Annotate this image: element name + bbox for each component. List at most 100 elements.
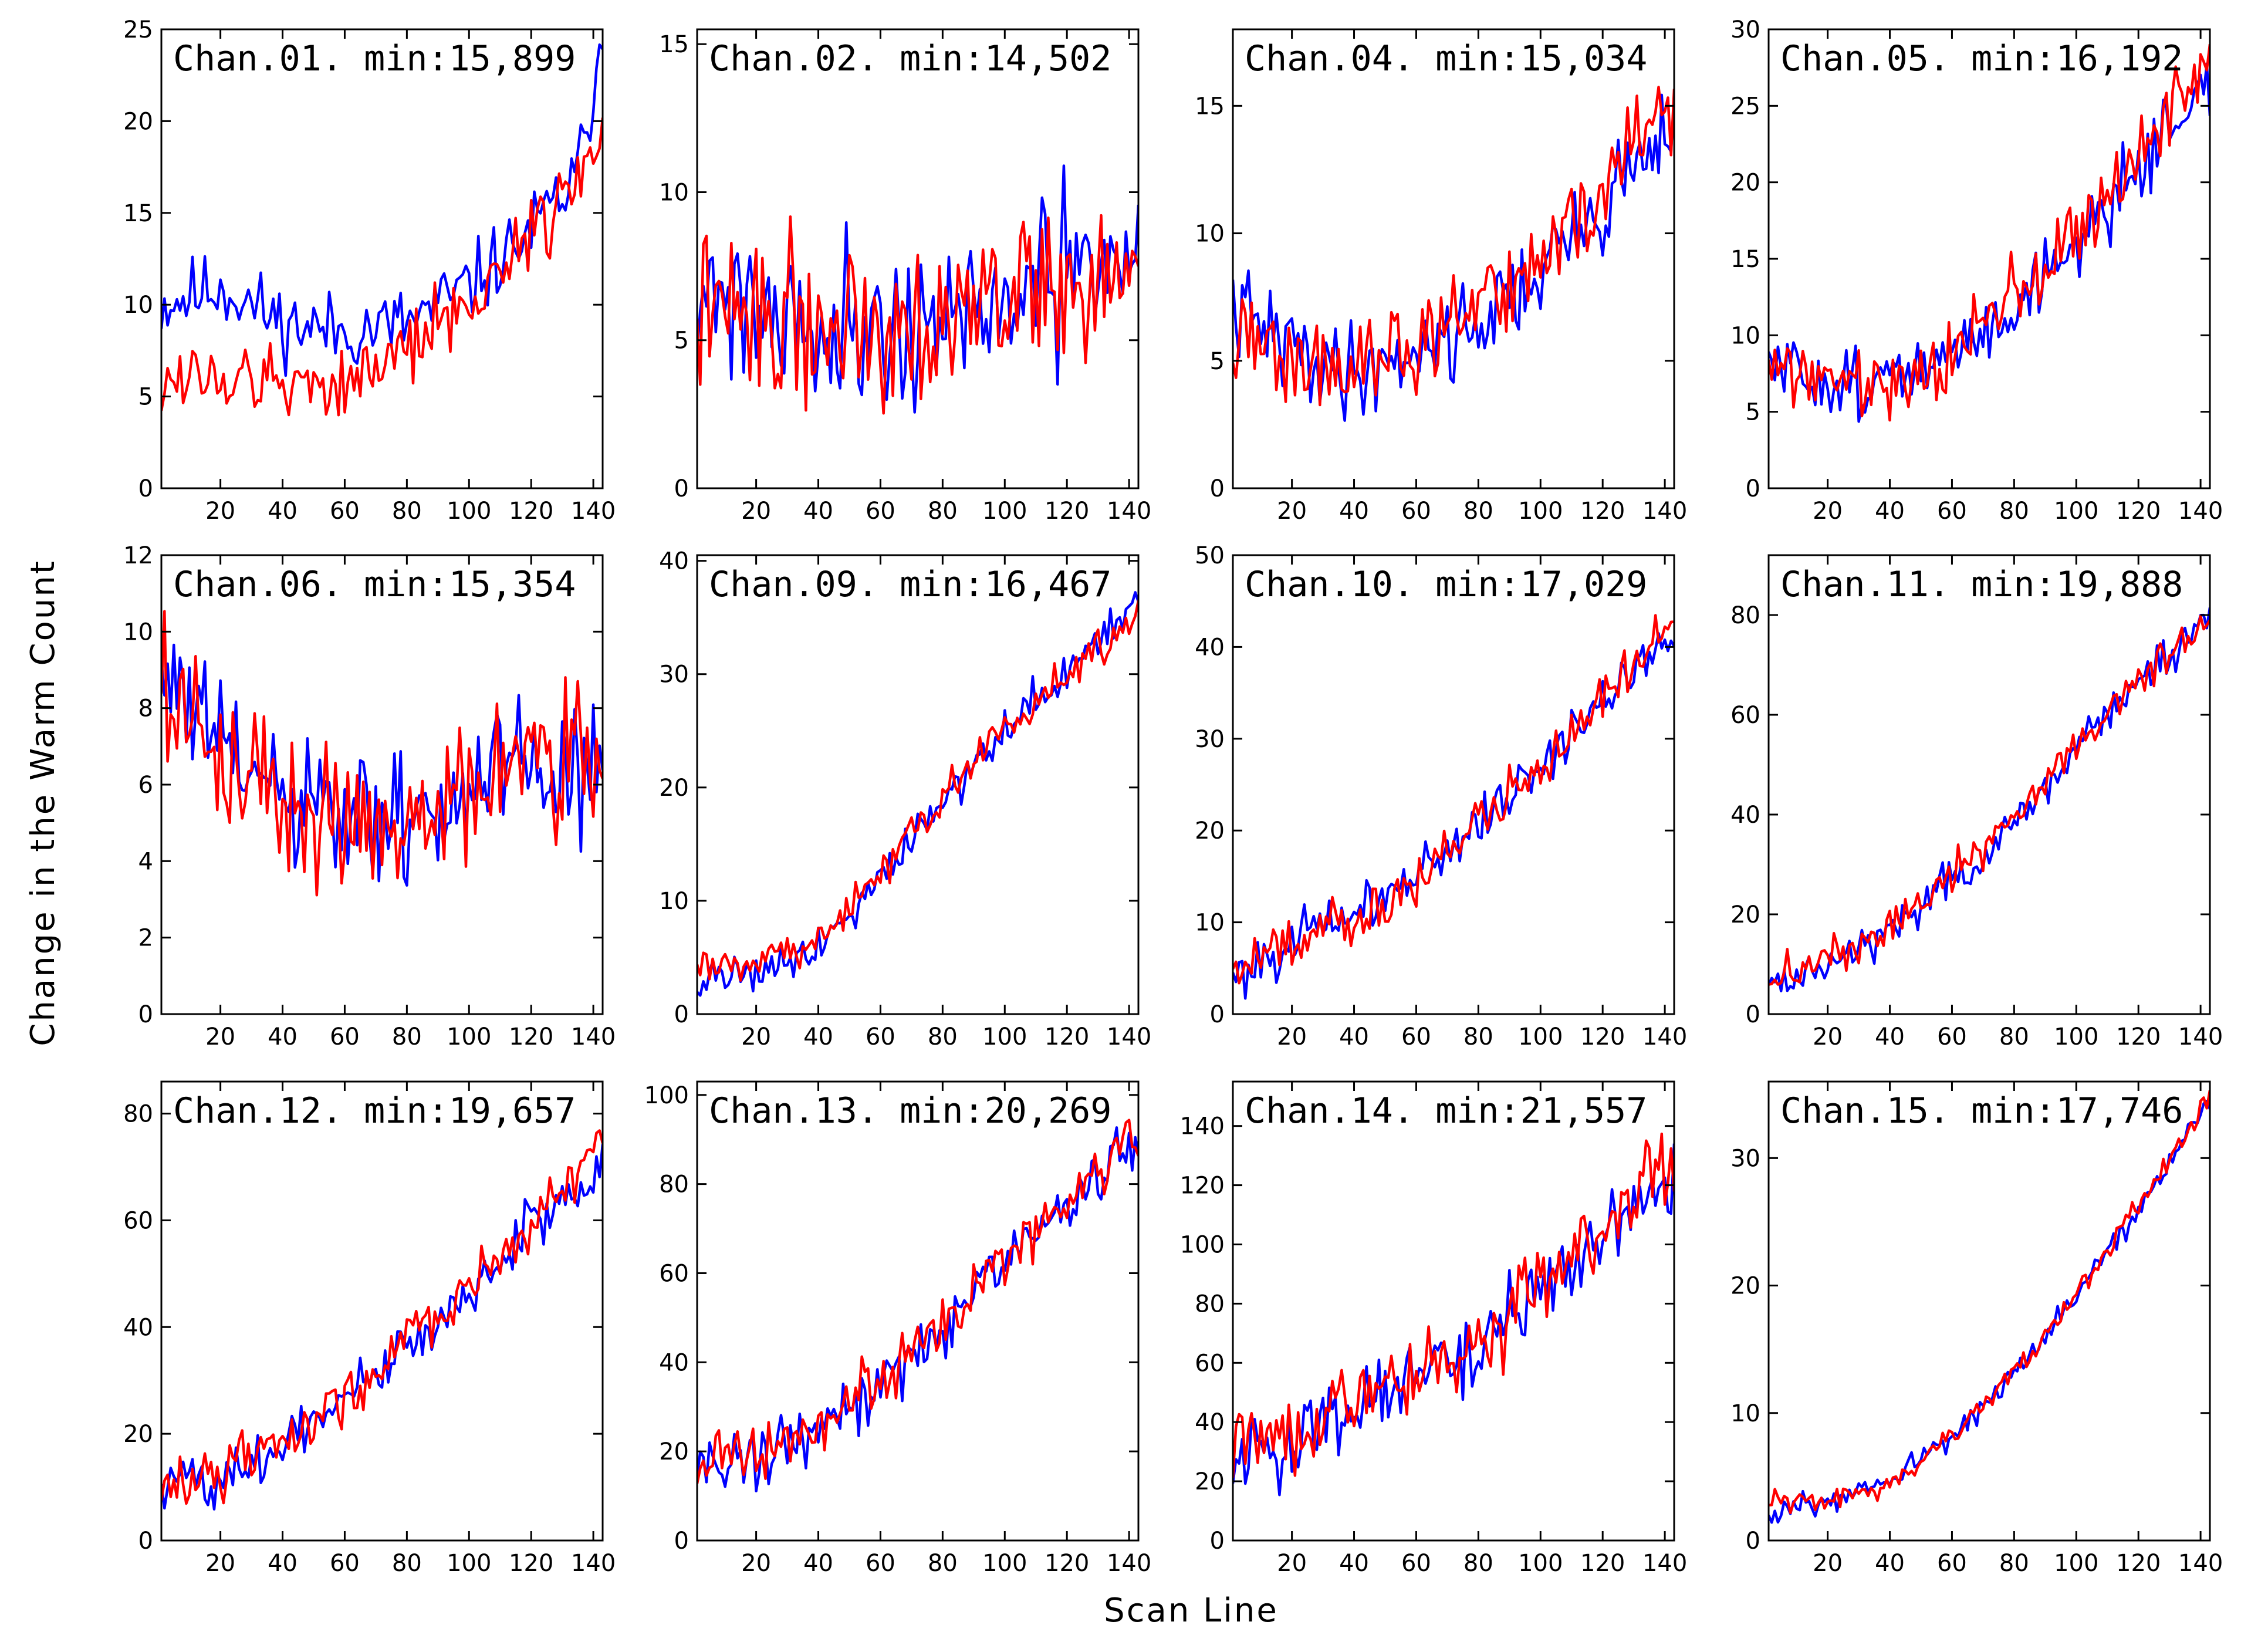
x-tick-label: 60 (1937, 498, 1967, 525)
series-line-blue (161, 1144, 603, 1511)
y-tick-label: 80 (1195, 1290, 1225, 1317)
plot-frame (696, 554, 1140, 1015)
y-tick-label: 0 (674, 1001, 689, 1028)
plot-frame (1767, 28, 2211, 489)
x-tick-label: 80 (928, 498, 958, 525)
panel-title: Chan.06. min:15,354 (173, 564, 576, 605)
x-tick-label: 120 (2116, 1023, 2161, 1050)
x-tick-label: 140 (2178, 1550, 2223, 1577)
plot-frame (1232, 1080, 1675, 1542)
x-tick-label: 20 (1277, 498, 1307, 525)
y-tick-label: 40 (1195, 1409, 1225, 1436)
series-line-red (161, 610, 603, 897)
y-tick-label: 10 (1730, 1400, 1760, 1427)
y-tick-label: 15 (1195, 93, 1225, 120)
x-tick-label: 100 (1518, 1550, 1563, 1577)
chart-panel-1: 20 40 60 80 100 120 140 0 5 10 15 20 25 Chan.01. min:… (123, 16, 616, 525)
x-tick-label: 140 (1107, 498, 1151, 525)
x-tick-label: 20 (1277, 1550, 1307, 1577)
series-line-blue (1769, 62, 2210, 423)
chart-panel-2: 20 40 60 80 100 120 140 0 5 10 15 Chan.02. min:14,5… (659, 28, 1151, 525)
chart-panel-4: 20 40 60 80 100 120 140 0 5 10 15 20 25 30 Chan.05. mi… (1730, 16, 2223, 525)
y-tick-label: 20 (1730, 1273, 1760, 1300)
y-tick-label: 60 (1730, 702, 1760, 729)
chart-panel-12: 20 40 60 80 100 120 140 0 10 20 30 Chan.15. min:17,… (1730, 1080, 2223, 1577)
y-tick-label: 0 (138, 475, 153, 502)
y-tick-label: 100 (644, 1082, 689, 1109)
x-tick-label: 60 (866, 498, 895, 525)
y-tick-label: 10 (1730, 322, 1760, 349)
plot-frame (160, 1080, 604, 1542)
x-tick-label: 40 (1875, 1550, 1905, 1577)
y-tick-label: 0 (674, 475, 689, 502)
x-tick-label: 120 (1045, 1023, 1089, 1050)
x-tick-label: 100 (1518, 498, 1563, 525)
x-tick-label: 120 (509, 1023, 553, 1050)
x-tick-label: 60 (1937, 1023, 1967, 1050)
panel-title: Chan.15. min:17,746 (1780, 1090, 2183, 1131)
y-tick-label: 40 (659, 1349, 689, 1376)
panel-title: Chan.13. min:20,269 (709, 1090, 1111, 1131)
y-tick-label: 120 (1180, 1173, 1225, 1200)
x-tick-label: 80 (1463, 1550, 1493, 1577)
y-tick-label: 5 (1210, 348, 1225, 375)
y-tick-label: 10 (659, 888, 689, 915)
x-tick-label: 40 (1875, 498, 1905, 525)
y-tick-label: 0 (138, 1001, 153, 1028)
x-tick-label: 80 (1999, 1023, 2029, 1050)
x-tick-label: 120 (1045, 1550, 1089, 1577)
x-tick-label: 120 (1580, 1550, 1625, 1577)
y-tick-label: 10 (659, 179, 689, 206)
x-tick-label: 60 (1401, 498, 1431, 525)
y-tick-label: 10 (1195, 221, 1225, 248)
x-axis-label: Scan Line (1104, 1592, 1279, 1630)
y-tick-label: 0 (674, 1528, 689, 1555)
y-tick-label: 30 (1195, 726, 1225, 753)
y-tick-label: 0 (1746, 1001, 1760, 1028)
y-tick-label: 40 (1730, 802, 1760, 829)
y-tick-label: 5 (674, 327, 689, 354)
plot-frame (1767, 1080, 2211, 1542)
x-tick-label: 80 (1463, 1023, 1493, 1050)
panel-title: Chan.10. min:17,029 (1245, 564, 1647, 605)
y-tick-label: 30 (1730, 16, 1760, 43)
x-tick-label: 120 (1045, 498, 1089, 525)
x-tick-label: 140 (1107, 1550, 1151, 1577)
x-tick-label: 40 (1339, 498, 1369, 525)
y-tick-label: 40 (123, 1314, 153, 1341)
panel-title: Chan.05. min:16,192 (1780, 38, 2183, 79)
x-tick-label: 60 (330, 498, 360, 525)
x-tick-label: 140 (1107, 1023, 1151, 1050)
y-tick-label: 10 (123, 619, 153, 646)
y-tick-label: 25 (1730, 93, 1760, 120)
chart-panel-3: 20 40 60 80 100 120 140 0 5 10 15 Chan.04. min:15,0… (1195, 28, 1687, 525)
series-line-red (697, 600, 1138, 982)
x-tick-label: 60 (1401, 1023, 1431, 1050)
x-tick-label: 20 (1813, 498, 1843, 525)
y-tick-label: 40 (1195, 634, 1225, 661)
series-line-red (1769, 614, 2210, 986)
y-tick-label: 15 (1730, 246, 1760, 273)
y-tick-label: 5 (138, 384, 153, 411)
y-tick-label: 10 (1195, 910, 1225, 937)
x-tick-label: 40 (268, 1550, 298, 1577)
y-tick-label: 20 (1195, 1468, 1225, 1495)
y-tick-label: 20 (1195, 817, 1225, 844)
y-tick-label: 0 (1746, 1528, 1760, 1555)
x-tick-label: 120 (2116, 1550, 2161, 1577)
plot-frame (696, 1080, 1140, 1542)
y-tick-label: 2 (138, 925, 153, 952)
y-tick-label: 20 (659, 1438, 689, 1465)
x-tick-label: 40 (803, 1550, 833, 1577)
y-tick-label: 8 (138, 695, 153, 722)
x-tick-label: 100 (982, 1550, 1027, 1577)
y-tick-label: 30 (659, 661, 689, 688)
chart-panel-8: 20 40 60 80 100 120 140 0 20 40 60 80 Chan.11. min:1… (1730, 554, 2223, 1050)
y-tick-label: 50 (1195, 542, 1225, 569)
x-tick-label: 20 (741, 498, 771, 525)
x-tick-label: 60 (330, 1023, 360, 1050)
y-tick-label: 5 (1746, 399, 1760, 426)
y-tick-label: 0 (1210, 1528, 1225, 1555)
panel-title: Chan.12. min:19,657 (173, 1090, 576, 1131)
